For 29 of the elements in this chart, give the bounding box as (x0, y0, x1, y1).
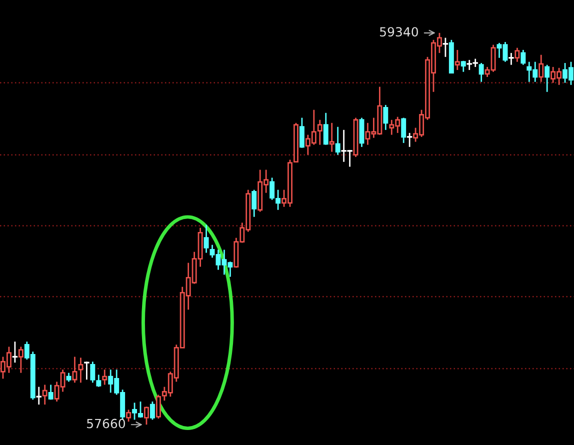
candlestick (401, 117, 406, 144)
candlestick (48, 384, 54, 400)
candlestick (544, 64, 550, 93)
candlestick (126, 409, 132, 422)
candlestick (144, 406, 149, 426)
candlestick (78, 357, 84, 384)
candlestick (252, 189, 257, 218)
annotation: 59340 (380, 27, 418, 37)
candlestick (383, 104, 388, 131)
candlestick (329, 122, 334, 153)
candlestick (18, 346, 24, 374)
candlestick (538, 54, 544, 83)
candlestick (508, 52, 514, 66)
candlestick (454, 49, 460, 71)
candlestick (36, 386, 42, 406)
candlestick (299, 117, 304, 149)
candlestick (520, 49, 526, 66)
candlestick (204, 224, 209, 254)
candlestick (102, 368, 108, 386)
candlestick (359, 117, 364, 148)
candlestick (150, 400, 155, 420)
candlestick (335, 126, 340, 156)
candlestick (72, 356, 78, 384)
candlestick (323, 112, 328, 146)
annotation: 57660 (87, 418, 126, 428)
candlestick (514, 47, 520, 63)
candlestick (84, 360, 90, 380)
candlestick (42, 384, 48, 406)
candlestick (478, 62, 484, 83)
